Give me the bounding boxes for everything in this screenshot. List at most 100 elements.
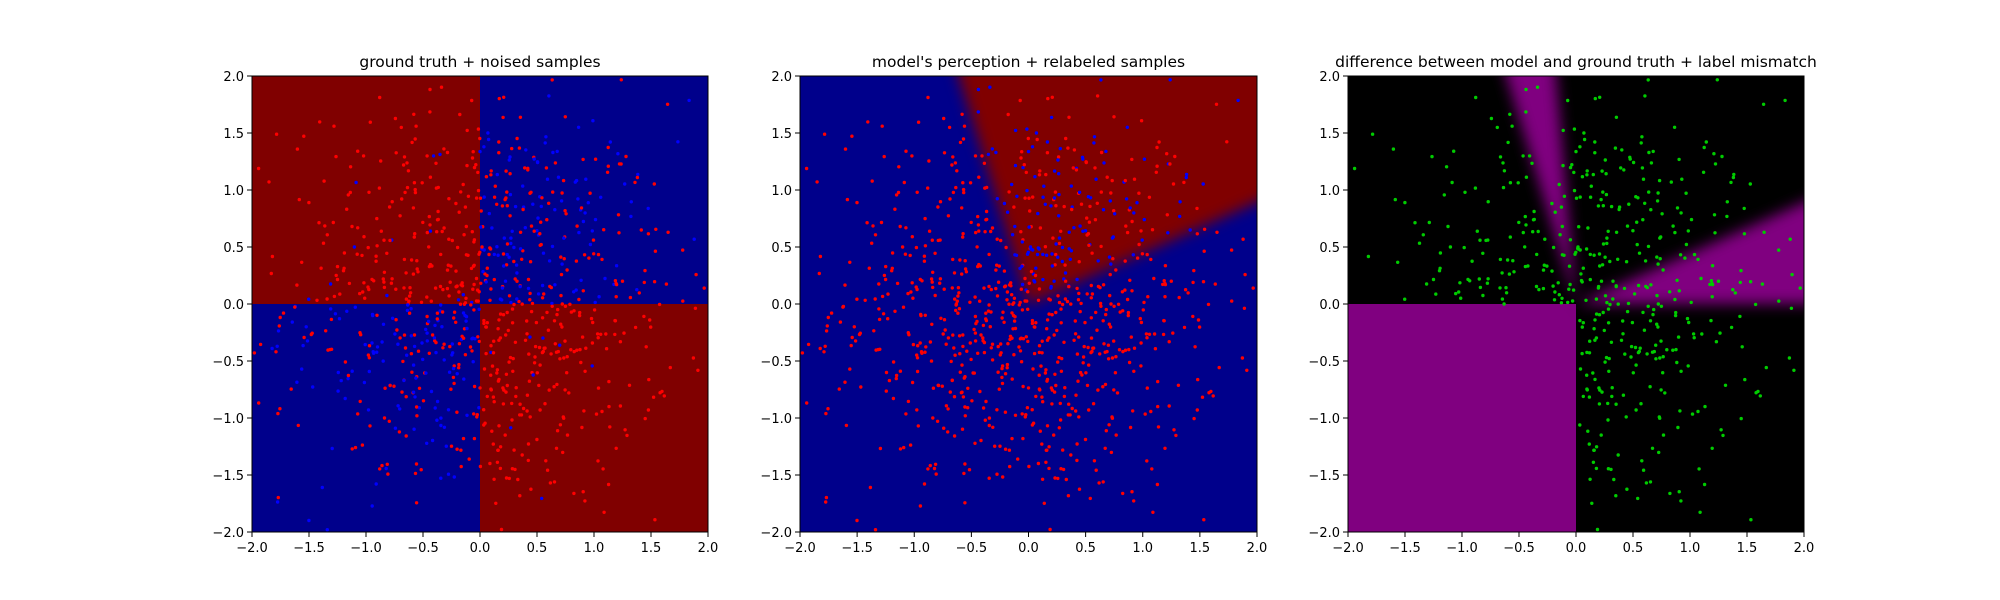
- data-point: [335, 277, 340, 282]
- data-point: [904, 412, 908, 416]
- data-point: [1078, 309, 1082, 314]
- data-point: [1485, 281, 1490, 285]
- data-point: [427, 351, 431, 355]
- data-point: [1641, 218, 1645, 222]
- data-point: [1630, 320, 1635, 325]
- data-point: [278, 315, 282, 320]
- data-point: [1012, 296, 1017, 300]
- data-point: [953, 353, 957, 357]
- data-point: [428, 110, 432, 114]
- data-point: [1675, 206, 1680, 210]
- data-point: [1552, 298, 1557, 302]
- data-point: [1042, 184, 1046, 188]
- data-point: [334, 154, 338, 159]
- data-point: [528, 335, 532, 339]
- data-point: [600, 257, 604, 262]
- data-point: [961, 235, 965, 239]
- data-point: [910, 154, 914, 158]
- data-point: [401, 359, 405, 364]
- data-point: [1053, 476, 1057, 480]
- data-point: [1049, 204, 1053, 208]
- data-point: [602, 228, 606, 232]
- data-point: [1063, 297, 1068, 301]
- data-point: [402, 286, 406, 290]
- data-point: [482, 408, 486, 412]
- y-tick-label: −0.5: [760, 355, 792, 370]
- data-point: [1048, 527, 1052, 532]
- x-tick-label: 1.0: [584, 541, 605, 556]
- data-point: [1508, 181, 1513, 185]
- data-point: [470, 98, 474, 103]
- data-point: [882, 273, 887, 278]
- data-point: [845, 197, 850, 202]
- data-point: [510, 229, 514, 233]
- data-point: [994, 150, 998, 155]
- data-point: [439, 252, 443, 257]
- data-point: [486, 131, 490, 135]
- data-point: [1082, 344, 1086, 349]
- data-point: [536, 216, 540, 220]
- data-point: [416, 349, 421, 353]
- data-point: [1654, 343, 1658, 347]
- data-point: [1060, 245, 1065, 250]
- data-point: [1085, 216, 1089, 220]
- data-point: [1053, 372, 1057, 376]
- data-point: [1550, 201, 1554, 206]
- data-point: [1036, 211, 1040, 216]
- data-point: [558, 423, 563, 427]
- data-point: [1020, 240, 1024, 244]
- data-point: [1628, 157, 1632, 161]
- data-point: [482, 195, 486, 199]
- data-point: [267, 180, 271, 184]
- data-point: [1013, 326, 1018, 331]
- x-tick-label: −2.0: [1332, 541, 1364, 556]
- data-point: [513, 340, 518, 344]
- data-point: [420, 181, 424, 185]
- data-point: [457, 290, 461, 294]
- data-point: [616, 213, 621, 217]
- data-point: [1572, 170, 1576, 175]
- data-point: [843, 283, 847, 287]
- data-point: [548, 481, 553, 485]
- data-point: [270, 346, 274, 351]
- data-point: [455, 410, 459, 414]
- data-point: [1094, 177, 1098, 181]
- data-point: [1652, 307, 1656, 312]
- data-point: [1000, 364, 1005, 368]
- data-point: [544, 135, 548, 139]
- data-point: [518, 402, 522, 406]
- data-point: [491, 442, 495, 446]
- data-point: [843, 147, 848, 151]
- data-point: [565, 268, 569, 272]
- data-point: [472, 308, 476, 312]
- data-point: [1657, 450, 1661, 455]
- data-point: [1128, 206, 1132, 210]
- data-point: [961, 187, 966, 192]
- data-point: [938, 281, 942, 285]
- data-point: [478, 196, 483, 200]
- data-point: [1623, 352, 1627, 356]
- data-point: [1191, 280, 1195, 285]
- data-point: [1156, 379, 1160, 384]
- data-point: [505, 204, 509, 208]
- data-point: [982, 350, 987, 355]
- x-tick-label: 0.5: [1623, 541, 1644, 556]
- data-point: [492, 195, 497, 199]
- data-point: [886, 292, 890, 296]
- data-point: [502, 264, 506, 268]
- data-point: [902, 180, 906, 185]
- data-point: [1104, 312, 1108, 317]
- data-point: [1634, 363, 1638, 367]
- data-point: [995, 197, 999, 201]
- data-point: [1561, 128, 1565, 133]
- data-point: [1640, 459, 1644, 463]
- data-point: [1057, 241, 1062, 246]
- data-point: [910, 235, 914, 239]
- data-point: [1031, 195, 1035, 199]
- data-point: [377, 186, 382, 190]
- data-point: [1710, 295, 1714, 299]
- data-point: [547, 259, 552, 263]
- data-point: [495, 371, 499, 375]
- data-point: [931, 386, 936, 390]
- data-point: [1086, 232, 1091, 236]
